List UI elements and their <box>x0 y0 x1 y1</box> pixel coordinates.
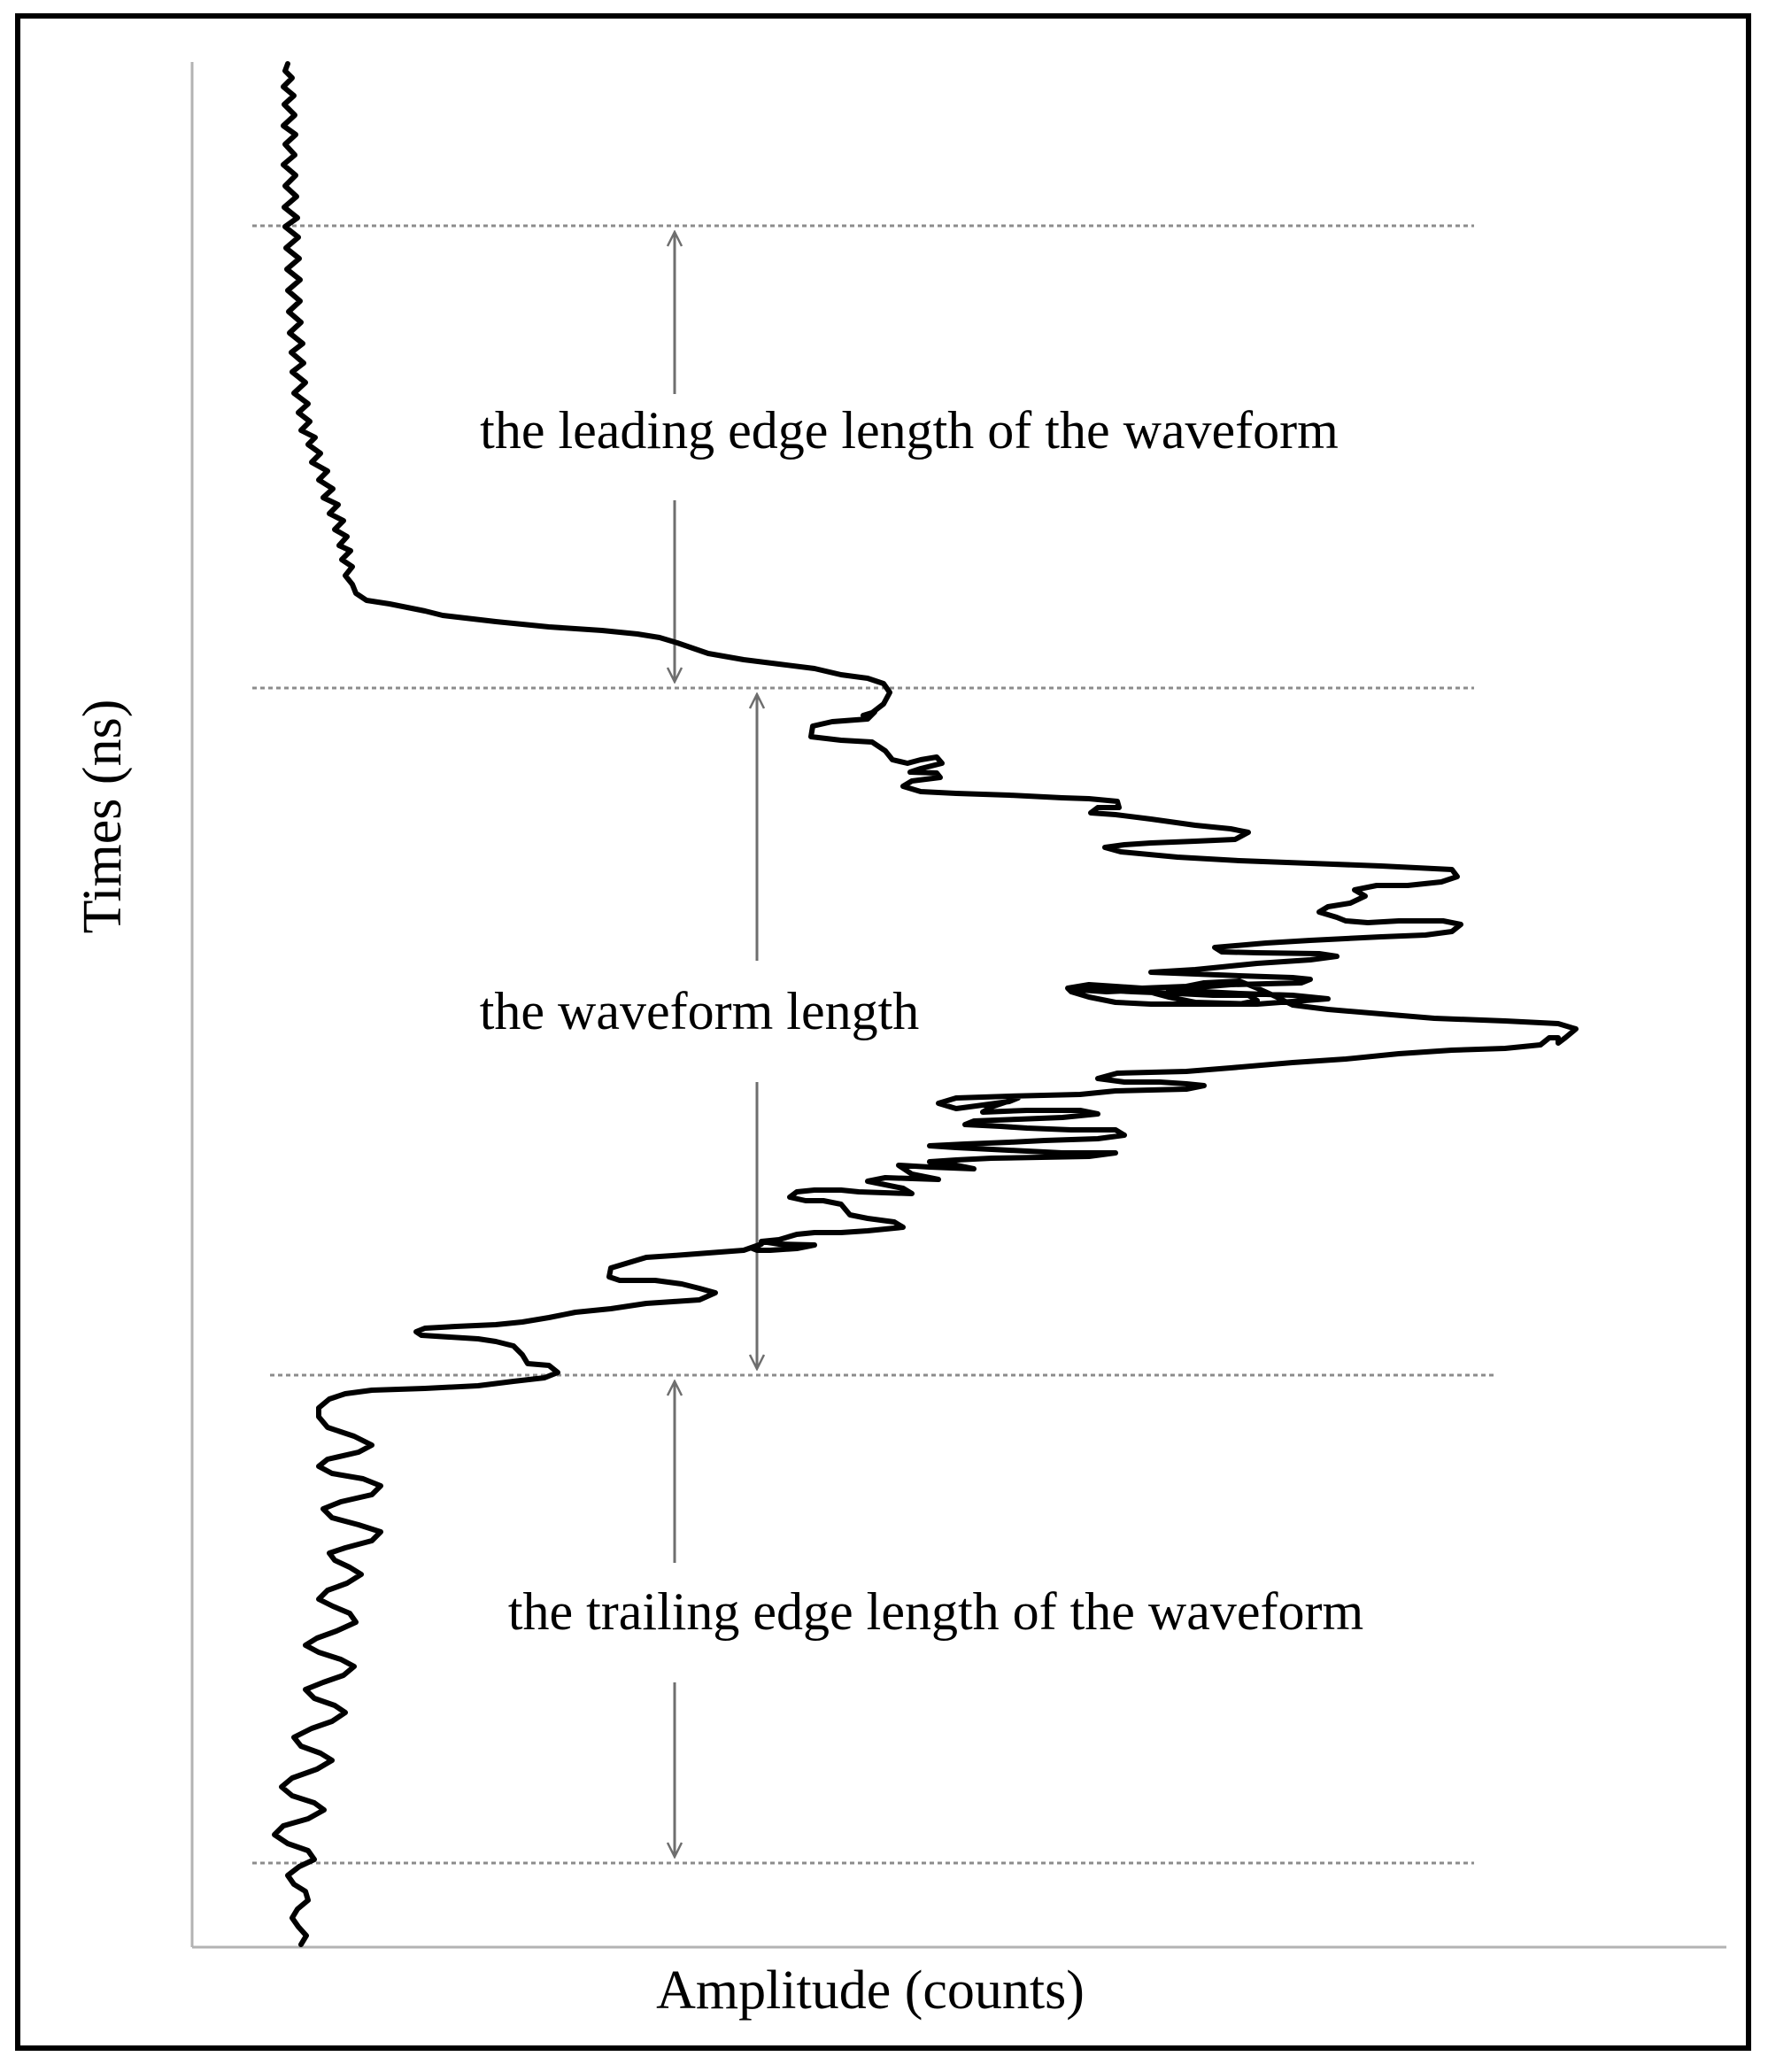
waveform-curve <box>272 61 1579 1947</box>
y-axis-label: Times (ns) <box>73 700 133 934</box>
leading-edge-label: the leading edge length of the waveform <box>480 401 1339 460</box>
trailing-edge-label: the trailing edge length of the waveform <box>508 1582 1363 1641</box>
x-axis-label: Amplitude (counts) <box>656 1960 1085 2021</box>
waveform-length-label: the waveform length <box>480 982 920 1040</box>
figure-frame <box>15 13 1751 2051</box>
